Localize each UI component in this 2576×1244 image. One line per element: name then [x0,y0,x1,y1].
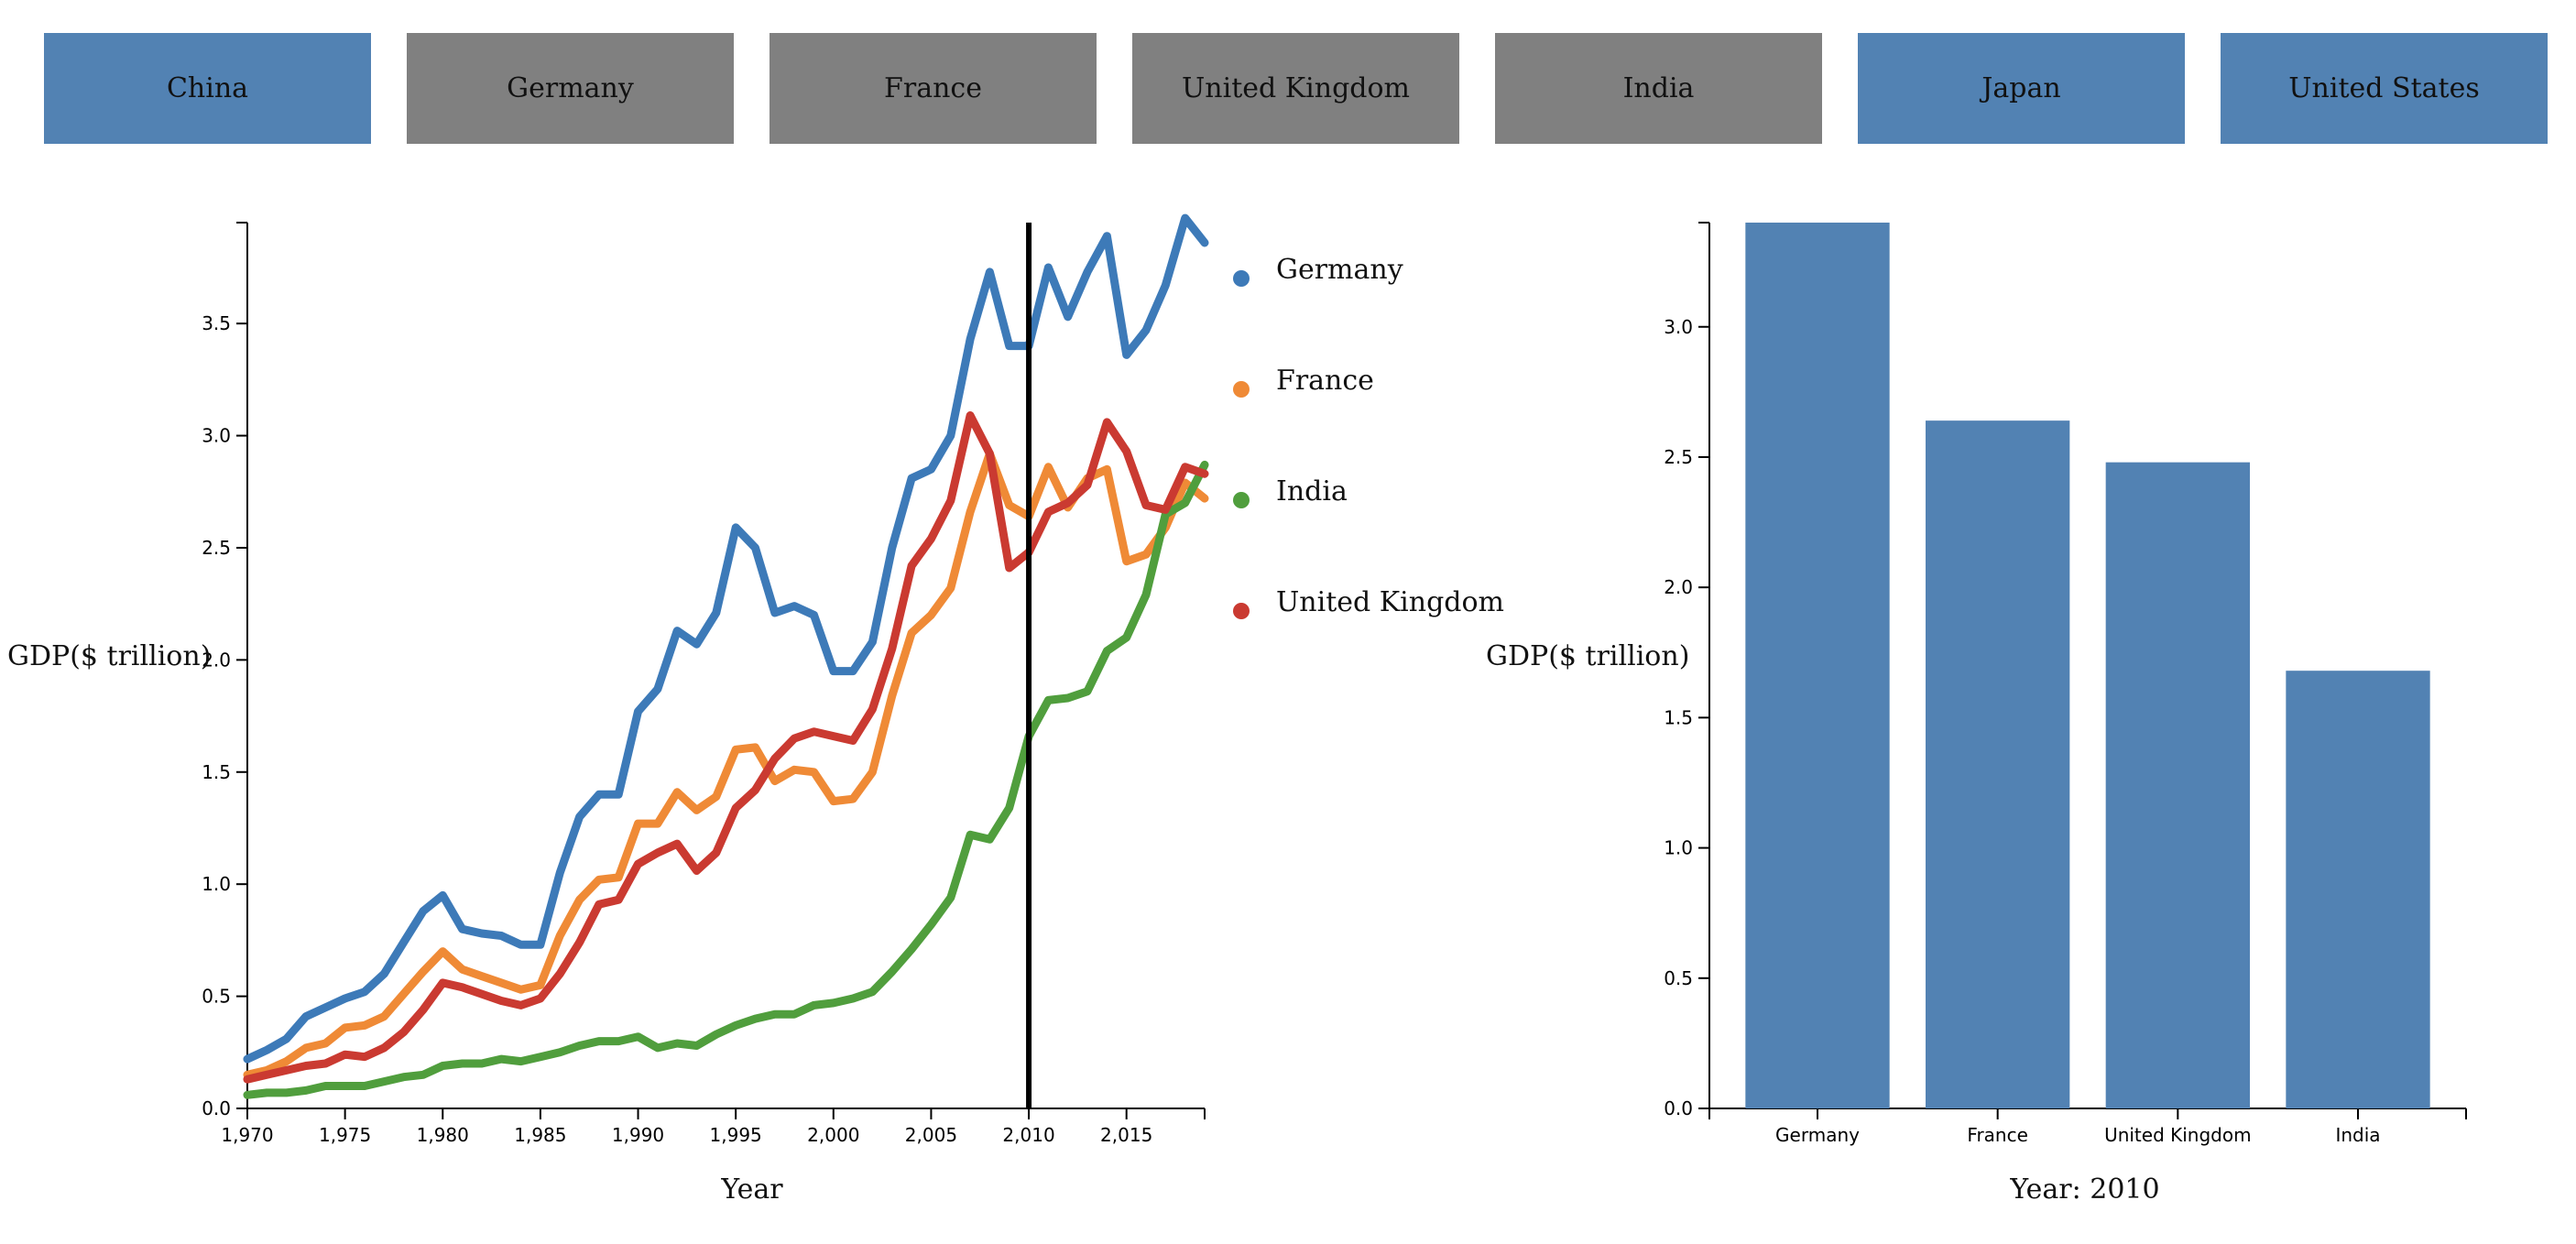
series-line-france [243,449,1209,1079]
line-chart-legend: Germany France India United Kingdom [1233,254,1504,619]
y-tick-label: 2.0 [1664,576,1693,598]
y-tick-label: 1.5 [202,761,231,783]
x-tick-label: 1,975 [319,1124,371,1146]
y-tick-label: 0.0 [1664,1097,1693,1119]
legend-dot-india [1233,492,1250,508]
x-tick-label-france: France [1967,1124,2028,1146]
line-chart-x-label: Year [720,1173,783,1206]
legend-dot-germany [1233,270,1250,287]
series-line-germany [243,213,1209,1064]
country-button-india[interactable]: India [1495,33,1822,144]
country-button-united-states[interactable]: United States [2221,33,2548,144]
bar-france [1926,420,2070,1108]
y-tick-label: 1.0 [202,873,231,895]
y-tick-label: 0.5 [202,986,231,1008]
x-tick-label: 1,990 [612,1124,664,1146]
bar-chart-title: Year: 2010 [2009,1173,2159,1206]
y-tick-label: 1.5 [1664,706,1693,728]
y-tick-label: 0.5 [1664,967,1693,989]
y-tick-label: 2.5 [1664,446,1693,468]
legend-label-united-kingdom: United Kingdom [1276,586,1504,618]
x-tick-label-united-kingdom: United Kingdom [2104,1124,2252,1146]
country-button-china[interactable]: China [44,33,371,144]
legend-label-france: France [1276,365,1374,397]
y-tick-label: 1.0 [1664,837,1693,859]
country-button-germany[interactable]: Germany [407,33,734,144]
y-tick-label: 3.5 [202,312,231,334]
x-tick-label-germany: Germany [1775,1124,1860,1146]
y-tick-label: 3.0 [1664,316,1693,338]
line-chart-y-axis: 0.0 0.5 1.0 1.5 2.0 2.5 3.0 3.5 [202,222,248,1119]
x-tick-label: 1,970 [221,1124,273,1146]
x-tick-label: 2,000 [807,1124,859,1146]
x-tick-label: 2,010 [1002,1124,1054,1146]
country-button-bar: China Germany France United Kingdom Indi… [0,0,2576,156]
bar-united-kingdom [2105,462,2250,1108]
legend-dot-united-kingdom [1233,603,1250,619]
line-chart-series [243,213,1209,1099]
line-chart-y-label: GDP($ trillion) [7,640,211,672]
bar-chart-x-axis: Germany France United Kingdom India [1708,1108,2467,1146]
x-tick-label: 1,985 [514,1124,566,1146]
x-tick-label: 1,980 [417,1124,469,1146]
legend-label-germany: Germany [1276,254,1403,286]
legend-dot-france [1233,381,1250,398]
x-tick-label: 1,995 [710,1124,762,1146]
line-chart-x-axis: 1,970 1,975 1,980 1,985 1,990 1,995 2,000 2,005… [221,1108,1206,1146]
legend-label-india: India [1276,475,1348,507]
bar-germany [1745,223,1890,1108]
bar-india [2286,671,2430,1108]
bar-chart-bars [1745,223,2430,1108]
y-tick-label: 0.0 [202,1097,231,1119]
country-button-united-kingdom[interactable]: United Kingdom [1132,33,1459,144]
y-tick-label: 2.5 [202,537,231,559]
bar-chart: 0.0 0.5 1.0 1.5 2.0 2.5 3.0 Germany France Unite… [1486,222,2467,1206]
series-line-united-kingdom [243,411,1209,1084]
country-button-france[interactable]: France [770,33,1097,144]
bar-chart-y-label: GDP($ trillion) [1486,640,1689,672]
x-tick-label: 2,005 [905,1124,957,1146]
y-tick-label: 3.0 [202,425,231,447]
x-tick-label: 2,015 [1100,1124,1152,1146]
x-tick-label-india: India [2335,1124,2380,1146]
bar-chart-y-axis: 0.0 0.5 1.0 1.5 2.0 2.5 3.0 [1664,222,1710,1119]
line-chart: 0.0 0.5 1.0 1.5 2.0 2.5 3.0 3.5 1,970 1,975 1,980… [7,213,1504,1206]
country-button-japan[interactable]: Japan [1858,33,2185,144]
series-line-india [243,460,1209,1099]
y-tick-label: 2.0 [202,649,231,671]
